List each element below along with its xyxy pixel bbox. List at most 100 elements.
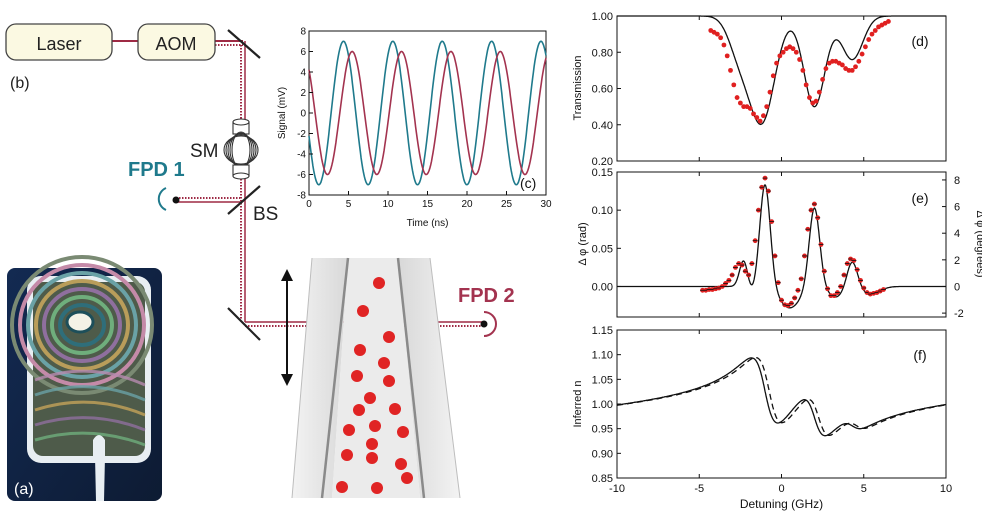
y-tick-label: 1.05	[592, 374, 613, 386]
data-point	[790, 46, 796, 52]
atom	[373, 277, 385, 289]
y-tick-label: -8	[297, 191, 306, 202]
y-tick-label: 8	[300, 27, 306, 38]
atom	[343, 424, 355, 436]
x-tick-label: 10	[382, 199, 394, 210]
x-tick-label: -10	[609, 483, 625, 495]
data-point	[846, 67, 852, 73]
atom	[378, 357, 390, 369]
data-point	[747, 106, 753, 111]
x-tick-label: 15	[422, 199, 434, 210]
y-right-tick-label: 4	[954, 228, 960, 240]
series-line-2	[308, 50, 547, 176]
atoms	[336, 277, 413, 494]
atom	[366, 438, 378, 450]
data-point	[767, 89, 773, 95]
data-point	[757, 118, 763, 124]
atom	[353, 404, 365, 416]
atom	[354, 344, 366, 356]
y-axis-label: Transmission	[572, 56, 584, 121]
y-right-tick-label: 2	[954, 255, 960, 267]
panel-f-chart: 0.85 0.90 0.95 1.00 1.05 1.10 1.15 -10 -5 0 5 10 Det…	[572, 325, 952, 511]
atom	[401, 472, 413, 484]
atom	[357, 305, 369, 317]
panel-a-label: (a)	[14, 481, 34, 498]
data-point	[813, 98, 819, 104]
y-tick-label: -6	[297, 170, 306, 181]
data-point	[807, 95, 812, 100]
data-point	[859, 51, 865, 57]
data-point	[886, 19, 891, 24]
panel-c-chart: 0 5 10 15 20 25 30 -8 -6 -4 -2 0 2 4 6 8 Time (ns) Signal…	[277, 27, 552, 230]
sm-label: SM	[190, 141, 219, 162]
sample-photo: (a)	[7, 255, 162, 501]
data-point	[737, 100, 743, 106]
panel-b-label: (b)	[10, 75, 30, 92]
laser-box	[5, 23, 113, 61]
atom	[383, 375, 395, 387]
x-tick-label: 25	[501, 199, 513, 210]
atom	[397, 426, 409, 438]
data-point	[839, 62, 845, 68]
x-tick-label: -5	[694, 483, 704, 495]
plot-frame	[616, 329, 947, 479]
data-point	[823, 66, 829, 71]
beam-splitter	[227, 185, 261, 215]
data-point	[797, 57, 802, 62]
y-tick-label: 1.00	[592, 11, 613, 23]
y-axis-label: Signal (mV)	[277, 87, 288, 139]
y-right-tick-label: 6	[954, 202, 960, 214]
data-point	[718, 35, 724, 41]
atom	[369, 420, 381, 432]
data-point	[731, 82, 737, 88]
y-right-axis-label: Δ φ (degrees)	[974, 210, 982, 277]
atom	[336, 481, 348, 493]
aom-box	[137, 23, 216, 61]
data-point	[816, 89, 822, 95]
y-tick-label: 0.95	[592, 424, 613, 436]
x-axis-label: Time (ns)	[407, 218, 449, 229]
atom	[366, 452, 378, 464]
y-right-tick-label: -2	[954, 308, 964, 320]
y-tick-label: 0.10	[592, 205, 613, 217]
x-tick-label: 30	[540, 199, 552, 210]
plot-frame	[616, 15, 947, 162]
y-axis-label: Δ φ (rad)	[577, 222, 589, 265]
y-right-tick-label: 8	[954, 175, 960, 187]
mirror-bottom	[227, 307, 261, 341]
data-point	[714, 31, 720, 37]
panel-label: (c)	[520, 175, 536, 191]
y-tick-label: 2	[300, 88, 306, 99]
fiber-taper	[291, 257, 461, 499]
data-point	[793, 49, 799, 55]
data-point	[872, 28, 878, 33]
data-point	[728, 67, 733, 73]
fpd1-dot	[172, 196, 180, 204]
x-tick-label: 0	[306, 199, 312, 210]
data-point	[724, 53, 730, 59]
aom-label: AOM	[155, 34, 196, 54]
atom	[371, 482, 383, 494]
atom	[395, 458, 407, 470]
data-point	[734, 95, 740, 100]
laser-label: Laser	[36, 34, 81, 54]
setup-schematic: Laser AOM (b) SM FPD 1 BS FPD 2	[5, 23, 515, 501]
x-tick-label: 0	[778, 483, 784, 495]
fpd2-dot	[480, 320, 488, 328]
panel-label: (f)	[913, 347, 926, 363]
x-axis-label: Detuning (GHz)	[740, 497, 823, 511]
data-point	[780, 49, 786, 55]
y-tick-label: 1.10	[592, 350, 613, 362]
y-axis-label: Inferred n	[572, 380, 584, 427]
atom	[341, 449, 353, 461]
x-tick-label: 5	[861, 483, 867, 495]
atom	[364, 392, 376, 404]
y-tick-label: 0.80	[592, 47, 613, 59]
fiber-coil	[223, 118, 259, 180]
y-tick-label: 0.20	[592, 156, 613, 168]
x-tick-label: 20	[461, 199, 473, 210]
data-point	[754, 115, 760, 120]
atom	[389, 403, 401, 415]
y-tick-label: 0.85	[592, 473, 613, 485]
plot-frame	[616, 171, 947, 318]
